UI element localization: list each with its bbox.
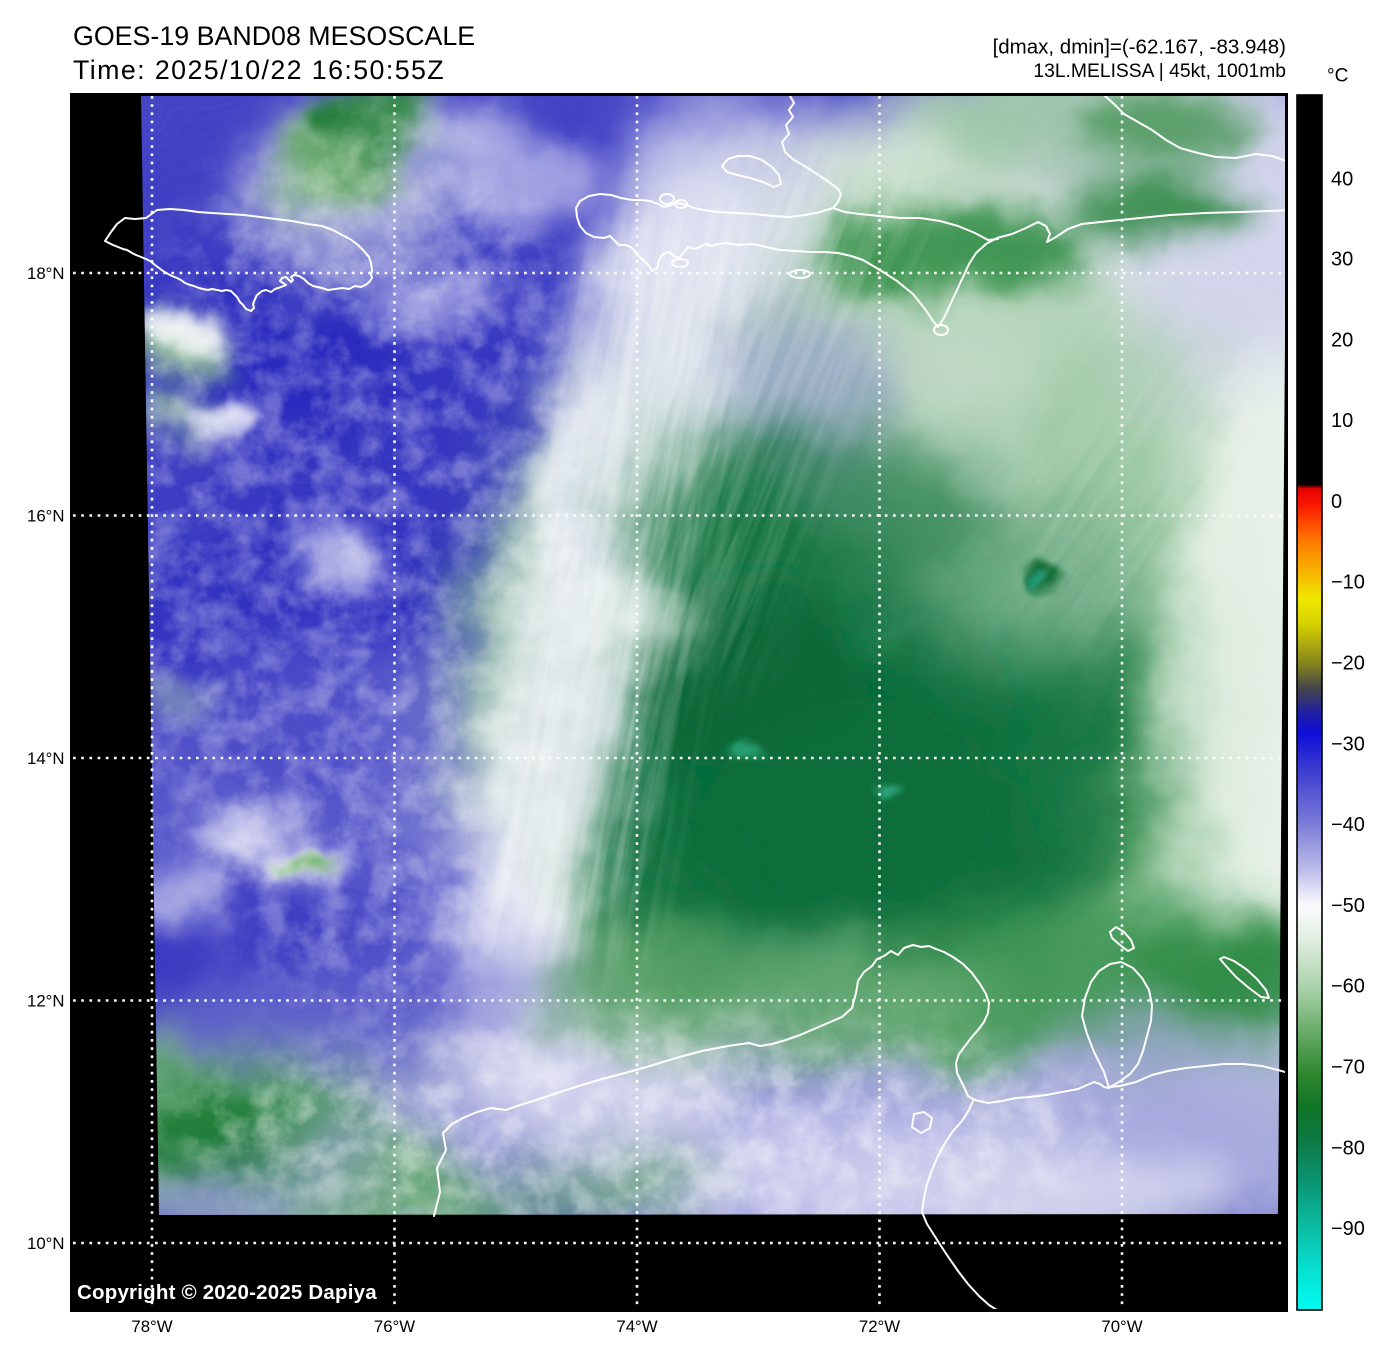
svg-text:76°W: 76°W xyxy=(374,1317,415,1336)
svg-text:0: 0 xyxy=(1331,491,1342,513)
svg-text:−30: −30 xyxy=(1331,733,1365,755)
svg-text:GOES-19 BAND08 MESOSCALE: GOES-19 BAND08 MESOSCALE xyxy=(73,21,475,51)
svg-text:16°N: 16°N xyxy=(27,507,65,526)
svg-text:−70: −70 xyxy=(1331,1057,1365,1079)
svg-text:−60: −60 xyxy=(1331,976,1365,998)
svg-text:10: 10 xyxy=(1331,410,1353,432)
svg-text:74°W: 74°W xyxy=(616,1317,657,1336)
svg-text:12°N: 12°N xyxy=(27,992,65,1011)
svg-text:−80: −80 xyxy=(1331,1137,1365,1159)
svg-text:−20: −20 xyxy=(1331,653,1365,675)
svg-text:20: 20 xyxy=(1331,329,1353,351)
svg-text:−90: −90 xyxy=(1331,1218,1365,1240)
svg-text:14°N: 14°N xyxy=(27,749,65,768)
svg-text:72°W: 72°W xyxy=(859,1317,900,1336)
svg-text:−50: −50 xyxy=(1331,895,1365,917)
svg-text:°C: °C xyxy=(1327,66,1348,87)
svg-text:30: 30 xyxy=(1331,249,1353,271)
svg-text:−10: −10 xyxy=(1331,572,1365,594)
svg-text:18°N: 18°N xyxy=(27,264,65,283)
svg-text:[dmax, dmin]=(-62.167, -83.948: [dmax, dmin]=(-62.167, -83.948) xyxy=(993,36,1286,59)
svg-text:78°W: 78°W xyxy=(131,1317,172,1336)
svg-text:10°N: 10°N xyxy=(27,1234,65,1253)
svg-text:Time: 2025/10/22 16:50:55Z: Time: 2025/10/22 16:50:55Z xyxy=(73,55,445,85)
svg-text:40: 40 xyxy=(1331,169,1353,191)
svg-text:−40: −40 xyxy=(1331,814,1365,836)
svg-text:13L.MELISSA | 45kt, 1001mb: 13L.MELISSA | 45kt, 1001mb xyxy=(1033,61,1286,82)
svg-text:70°W: 70°W xyxy=(1101,1317,1142,1336)
svg-text:Copyright © 2020-2025 Dapiya: Copyright © 2020-2025 Dapiya xyxy=(77,1281,377,1304)
